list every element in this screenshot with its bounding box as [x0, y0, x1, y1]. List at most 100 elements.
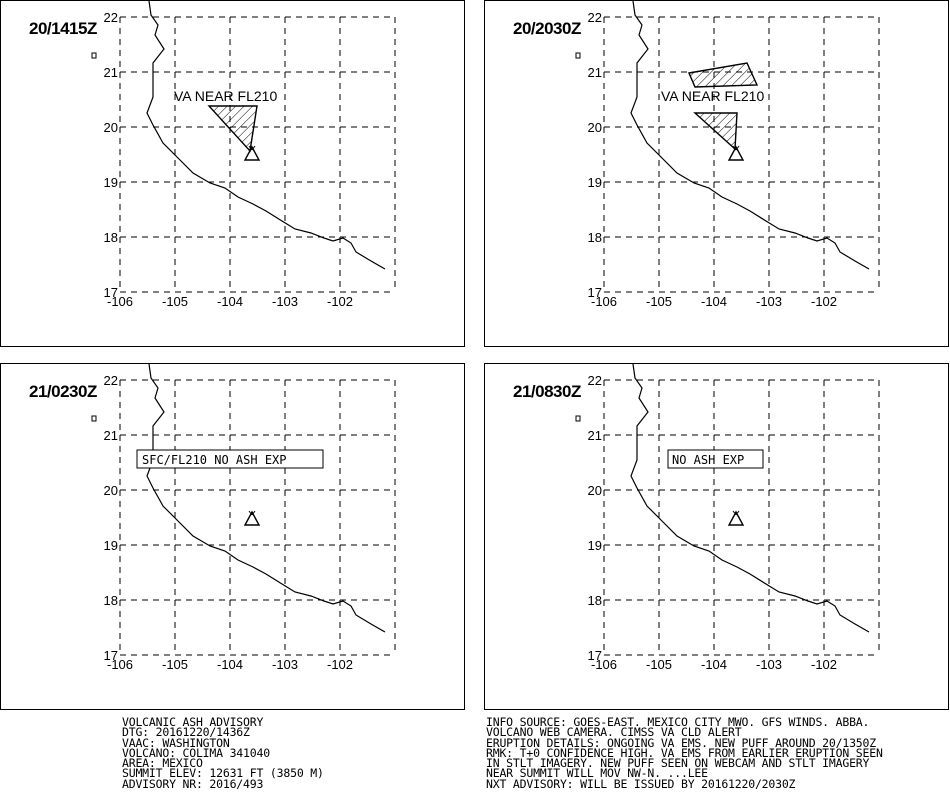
lat-tick-label: 21	[104, 65, 118, 80]
map-canvas: 22 21 20 19 18 17-106 -105 -104 -103 -102 VA NEAR…	[575, 1, 880, 309]
lon-tick-label: -105	[162, 657, 188, 672]
ash-cloud-polygon	[688, 62, 759, 88]
lat-tick-label: 18	[588, 230, 602, 245]
axis-ticks: 22 21 20 19 18 17-106 -105 -104 -103 -102	[104, 10, 353, 309]
lat-tick-label: 20	[104, 120, 118, 135]
lat-tick-label: 19	[104, 175, 118, 190]
lat-tick-label: 18	[588, 593, 602, 608]
lon-tick-label: -102	[811, 657, 837, 672]
forecast-time: 21/0230Z	[29, 382, 97, 401]
island	[575, 52, 581, 59]
lat-tick-label: 17	[104, 285, 118, 300]
ash-label: SFC/FL210 NO ASH EXP	[142, 453, 287, 467]
lat-lon-grid	[119, 379, 396, 656]
map-canvas: 22 21 20 19 18 17-106 -105 -104 -103 -102 VA NEAR…	[91, 1, 396, 309]
label-box	[136, 449, 324, 469]
ash-label: NO ASH EXP	[672, 453, 744, 467]
coastline	[630, 1, 870, 270]
lat-tick-label: 21	[588, 428, 602, 443]
volcano-icon	[727, 510, 745, 526]
advisory-line: ADVISORY NR: 2016/493	[122, 776, 264, 791]
axis-ticks: 22 21 20 19 18 17-106 -105 -104 -103 -102	[588, 373, 837, 672]
ash-label: VA NEAR FL210	[174, 88, 277, 104]
map-canvas: 22 21 20 19 18 17-106 -105 -104 -103 -102 NO ASH …	[575, 364, 880, 672]
advisory-line: IN STLT IMAGERY. NEW PUFF SEEN ON WEBCAM…	[486, 756, 870, 771]
lat-lon-grid	[119, 16, 396, 293]
lat-tick-label: 21	[588, 65, 602, 80]
map-panel-1: 22 21 20 19 18 17 -106 -105 -104 -103 -102 VA NEAR…	[0, 0, 465, 347]
lat-lon-grid	[603, 16, 880, 293]
coastline	[630, 364, 870, 633]
advisory-line: VOLCANIC ASH ADVISORY	[122, 715, 264, 729]
lon-tick-label: -103	[756, 657, 782, 672]
axis-ticks: 22 21 20 19 18 17-106 -105 -104 -103 -102	[104, 373, 353, 672]
island	[91, 415, 97, 422]
advisory-right-text: INFO SOURCE: GOES-EAST. MEXICO CITY MWO.…	[486, 715, 883, 791]
label-box	[667, 449, 764, 469]
lon-tick-label: -105	[646, 294, 672, 309]
advisory-line: DTG: 20161220/1436Z	[122, 725, 250, 740]
volcano-icon	[243, 510, 261, 526]
lat-tick-label: 18	[104, 230, 118, 245]
advisory-line: INFO SOURCE: GOES-EAST. MEXICO CITY MWO.…	[486, 715, 870, 729]
lat-tick-label: 17	[588, 285, 602, 300]
lat-tick-label: 22	[588, 10, 602, 25]
coastline	[146, 1, 386, 270]
lat-tick-label: 21	[104, 428, 118, 443]
ash-label: VA NEAR FL210	[661, 88, 764, 104]
lon-tick-label: -103	[272, 657, 298, 672]
lat-tick-label: 20	[104, 483, 118, 498]
lat-tick-label: 22	[588, 373, 602, 388]
advisory-line: VOLCANO: COLIMA 341040	[122, 745, 270, 760]
lon-tick-label: -105	[646, 657, 672, 672]
lon-tick-label: -102	[327, 294, 353, 309]
lon-tick-label: -102	[811, 294, 837, 309]
lon-tick-label: -106	[107, 294, 133, 309]
lon-tick-label: -106	[591, 657, 617, 672]
lon-tick-label: -104	[701, 294, 727, 309]
advisory-line: NEAR SUMMIT WILL MOV NW-N. ...LEE	[486, 766, 708, 781]
advisory-line: VAAC: WASHINGTON	[122, 735, 230, 750]
island	[91, 52, 97, 59]
forecast-time: 20/2030Z	[513, 19, 581, 38]
lon-tick-label: -102	[327, 657, 353, 672]
lat-tick-label: 19	[588, 538, 602, 553]
lon-tick-label: -104	[217, 657, 243, 672]
advisory-line: AREA: MEXICO	[122, 756, 203, 771]
lat-tick-label: 22	[104, 10, 118, 25]
lon-tick-label: -103	[756, 294, 782, 309]
lat-tick-label: 17	[104, 648, 118, 663]
advisory-line: SUMMIT ELEV: 12631 FT (3850 M)	[122, 766, 324, 781]
advisory-left-text: VOLCANIC ASH ADVISORY DTG: 20161220/1436Z…	[122, 715, 324, 791]
lat-tick-label: 22	[104, 373, 118, 388]
axis-ticks: 22 21 20 19 18 17-106 -105 -104 -103 -102	[588, 10, 837, 309]
map-panel-2: 22 21 20 19 18 17 -106 -105 -104 -103 -102 VA NEAR…	[484, 0, 949, 347]
lat-lon-grid	[603, 379, 880, 656]
advisory-line: VOLCANO WEB CAMERA. CIMSS VA CLD ALERT	[486, 725, 742, 740]
lat-tick-label: 18	[104, 593, 118, 608]
lon-tick-label: -104	[701, 657, 727, 672]
volcano-icon	[243, 145, 261, 161]
ash-cloud-polygon	[693, 112, 738, 151]
lon-tick-label: -106	[591, 294, 617, 309]
ash-cloud-polygon	[207, 105, 258, 153]
map-canvas: 22 21 20 19 18 17-106 -105 -104 -103 -102 SFC/FL2…	[91, 364, 396, 672]
map-panel-4: 22 21 20 19 18 17 -106 -105 -104 -103 -102 NO ASH …	[484, 363, 949, 710]
forecast-time: 21/0830Z	[513, 382, 581, 401]
advisory-line: NXT ADVISORY: WILL BE ISSUED BY 20161220…	[486, 776, 796, 791]
lat-tick-label: 20	[588, 120, 602, 135]
lat-tick-label: 17	[588, 648, 602, 663]
coastline	[146, 364, 386, 633]
map-panel-3: 22 21 20 19 18 17 -106 -105 -104 -103 -102 SFC/FL2…	[0, 363, 465, 710]
island	[575, 415, 581, 422]
lon-tick-label: -106	[107, 657, 133, 672]
lon-tick-label: -105	[162, 294, 188, 309]
advisory-line: ERUPTION DETAILS: ONGOING VA EMS. NEW PU…	[486, 735, 876, 750]
lat-tick-label: 20	[588, 483, 602, 498]
forecast-time: 20/1415Z	[29, 19, 97, 38]
lon-tick-label: -104	[217, 294, 243, 309]
advisory-line: RMK: T+0 CONFIDENCE HIGH. VA EMS FROM EA…	[486, 745, 883, 760]
lat-tick-label: 19	[104, 538, 118, 553]
lon-tick-label: -103	[272, 294, 298, 309]
volcano-icon	[727, 145, 745, 161]
